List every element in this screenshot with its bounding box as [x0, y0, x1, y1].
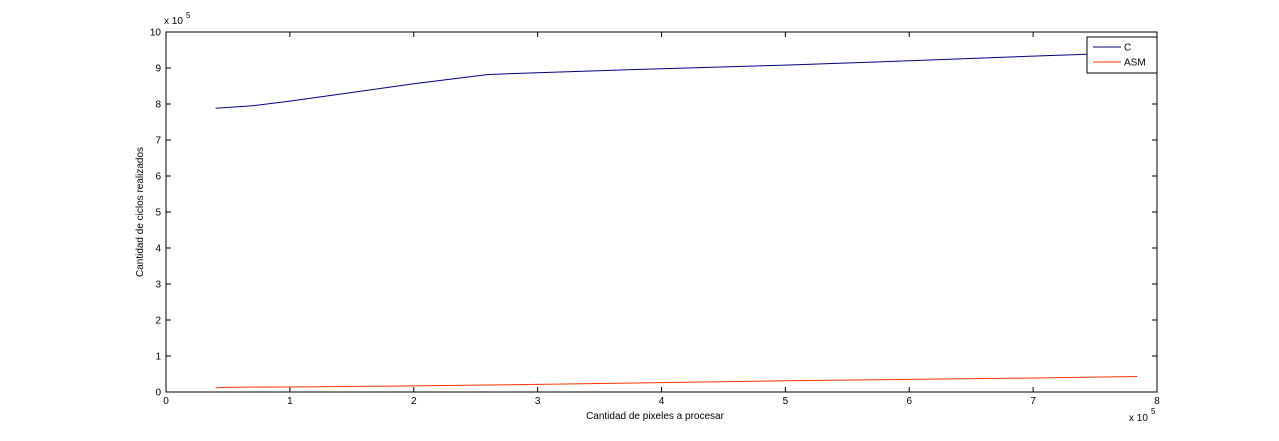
legend: C ASM [1086, 36, 1158, 74]
y-tick-label: 8 [155, 100, 161, 111]
y-tick-label: 7 [155, 136, 161, 147]
x-axis-ticks: 0 1 2 3 4 5 6 7 8 [163, 32, 1160, 407]
x-multiplier-base: x 10 [1129, 413, 1148, 424]
series-layer [215, 52, 1138, 389]
x-tick-label: 0 [163, 396, 169, 407]
x-tick-label: 4 [659, 396, 665, 407]
y-tick-label: 4 [155, 244, 161, 255]
legend-label-c: C [1124, 43, 1131, 54]
y-axis-ticks: 0 1 2 3 4 5 6 7 8 9 10 [150, 28, 1157, 399]
x-tick-label: 2 [411, 396, 417, 407]
x-tick-label: 7 [1030, 396, 1036, 407]
y-tick-label: 0 [155, 388, 161, 399]
y-tick-label: 6 [155, 172, 161, 183]
x-axis-title: Cantidad de pixeles a procesar [586, 411, 725, 422]
y-tick-label: 2 [155, 316, 161, 327]
y-tick-label: 10 [150, 28, 162, 39]
series-line-asm [215, 376, 1138, 389]
y-tick-label: 9 [155, 64, 161, 75]
plot-area-border [165, 31, 1158, 393]
axes-frame [165, 31, 1158, 393]
series-line-c [215, 52, 1138, 109]
x-tick-label: 6 [906, 396, 912, 407]
y-axis-title: Cantidad de ciclos realizados [135, 147, 146, 277]
y-tick-label: 1 [155, 352, 161, 363]
x-tick-label: 3 [535, 396, 541, 407]
x-tick-label: 1 [287, 396, 293, 407]
y-axis-multiplier: x 10 5 [164, 11, 191, 27]
x-multiplier-exponent: 5 [1151, 407, 1156, 416]
x-tick-label: 8 [1154, 396, 1160, 407]
x-axis-multiplier: x 10 5 [1129, 407, 1156, 424]
y-multiplier-exponent: 5 [186, 11, 191, 20]
y-multiplier-base: x 10 [164, 16, 183, 27]
legend-box [1086, 36, 1158, 74]
y-tick-label: 5 [155, 208, 161, 219]
legend-label-asm: ASM [1124, 58, 1146, 69]
y-tick-label: 3 [155, 280, 161, 291]
x-tick-label: 5 [783, 396, 789, 407]
